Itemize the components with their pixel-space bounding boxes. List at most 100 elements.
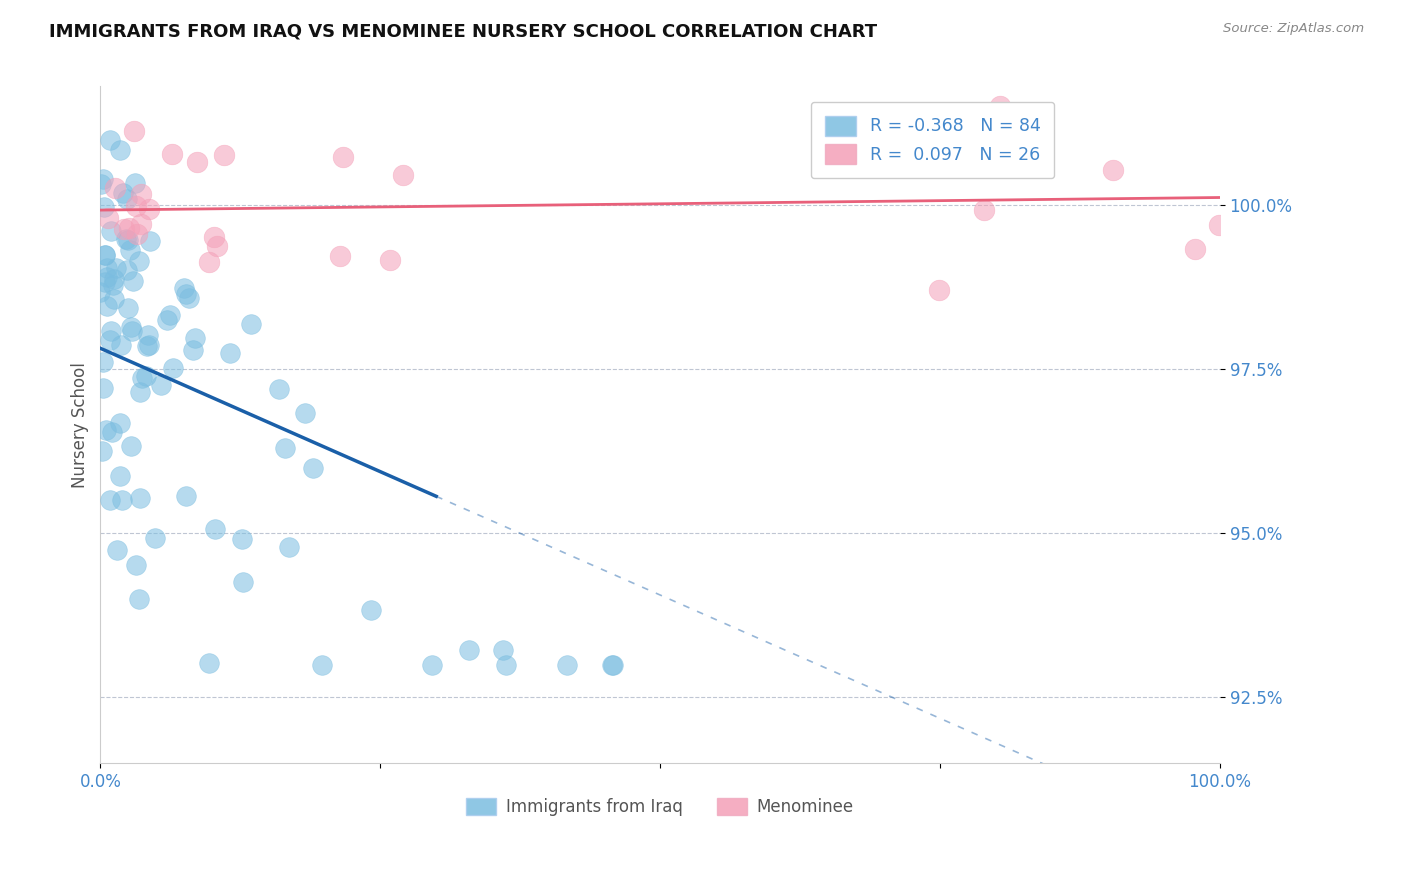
Point [129,217,152,231]
Point [181,343,204,357]
Point [149,378,172,392]
Point [96,270,118,285]
Point [198,657,221,671]
Point [128,491,150,505]
Point [1208,218,1230,232]
Point [115,192,138,206]
Text: Source: ZipAtlas.com: Source: ZipAtlas.com [1223,22,1364,36]
Point [131,371,153,385]
Point [127,227,149,241]
Point [105,261,128,276]
Point [302,460,325,475]
Point [491,643,513,657]
Point [240,317,263,331]
Point [120,439,142,453]
Point [98,333,121,347]
Point [93,247,115,261]
Point [97,211,120,225]
Point [495,657,517,672]
Point [94,424,117,438]
Point [360,603,382,617]
Y-axis label: Nursery School: Nursery School [72,362,89,488]
Point [162,361,184,376]
Point [294,406,316,420]
Point [186,155,208,169]
Point [197,255,219,269]
Text: IMMIGRANTS FROM IRAQ VS MENOMINEE NURSERY SCHOOL CORRELATION CHART: IMMIGRANTS FROM IRAQ VS MENOMINEE NURSER… [49,22,877,40]
Point [98,493,121,508]
Point [232,575,254,590]
Point [204,522,226,536]
Point [135,369,157,384]
Point [91,171,114,186]
Point [117,263,139,277]
Point [179,291,201,305]
Point [136,339,159,353]
Point [118,243,141,257]
Point [174,286,197,301]
Point [557,657,579,672]
Point [278,541,301,555]
Point [267,382,290,396]
Point [91,381,114,395]
Point [136,327,159,342]
Point [928,283,950,297]
Point [93,200,115,214]
Point [159,308,181,322]
Point [1101,163,1123,178]
Point [332,149,354,163]
Point [90,444,112,458]
Point [138,202,160,217]
Point [96,299,118,313]
Point [122,124,145,138]
Point [110,337,132,351]
Point [103,271,125,285]
Point [110,468,132,483]
Point [121,274,143,288]
Point [174,489,197,503]
Point [420,657,443,672]
Point [98,133,121,147]
Point [117,220,139,235]
Point [205,238,228,252]
Point [96,261,118,276]
Point [111,492,134,507]
Legend: Immigrants from Iraq, Menominee: Immigrants from Iraq, Menominee [460,791,860,822]
Point [103,292,125,306]
Point [103,278,125,293]
Point [458,643,481,657]
Point [89,285,111,299]
Point [125,558,148,572]
Point [160,147,183,161]
Point [115,232,138,246]
Point [91,355,114,369]
Point [138,338,160,352]
Point [274,441,297,455]
Point [105,543,128,558]
Point [100,324,122,338]
Point [111,186,134,201]
Point [108,143,131,157]
Point [183,331,205,345]
Point [100,225,122,239]
Point [120,320,142,334]
Point [117,233,139,247]
Point [138,234,160,248]
Point [311,657,333,672]
Point [212,148,235,162]
Point [973,202,995,217]
Point [129,385,152,400]
Point [602,657,624,672]
Point [101,425,124,439]
Point [117,301,139,316]
Point [128,254,150,268]
Point [128,592,150,607]
Point [112,222,135,236]
Point [219,346,242,360]
Point [110,416,132,430]
Point [1184,242,1206,256]
Point [156,313,179,327]
Point [124,176,146,190]
Point [231,532,253,546]
Point [391,168,413,182]
